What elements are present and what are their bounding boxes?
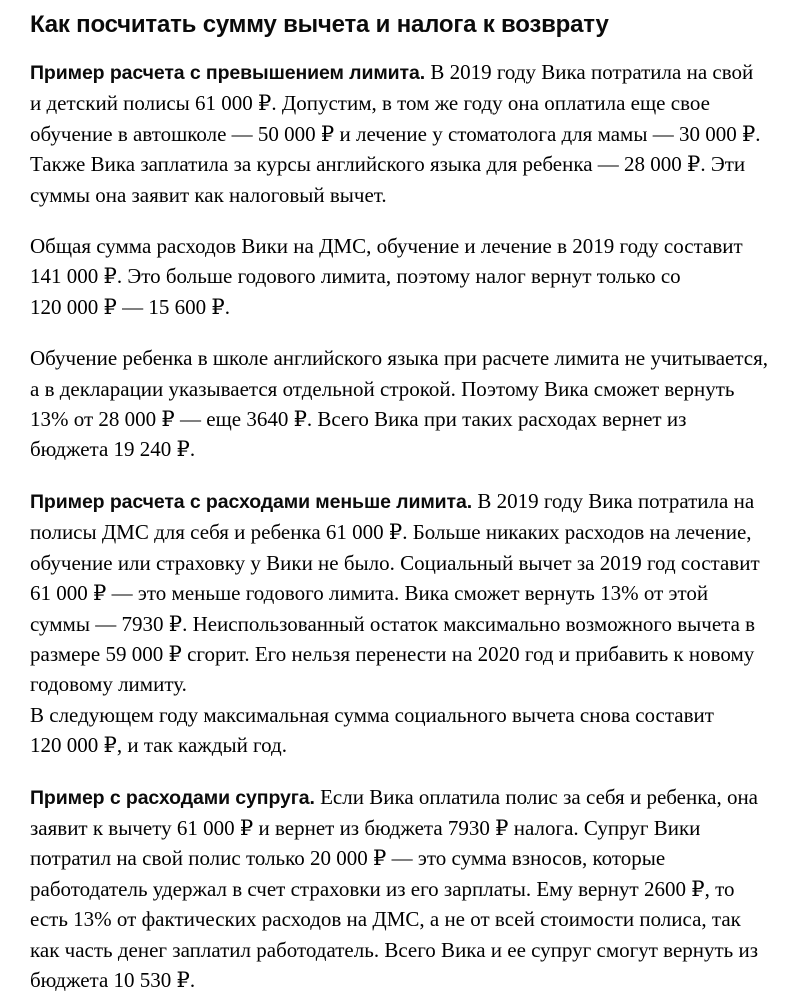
paragraph-example-over-limit: Пример расчета с превышением лимита. В 2… (30, 57, 769, 210)
paragraph-lead: Пример расчета с расходами меньше лимита… (30, 490, 473, 513)
paragraph-text-continued: В следующем году максимальная сумма соци… (30, 702, 714, 758)
paragraph-lead: Пример расчета с превышением лимита. (30, 62, 426, 84)
paragraph-text: В 2019 году Вика потратила на свой и дет… (30, 60, 761, 207)
paragraph-lead: Пример с расходами супруга. (30, 786, 315, 809)
paragraph-text: В 2019 году Вика потратила на полисы ДМС… (30, 488, 760, 697)
paragraph-example-spouse: Пример с расходами супруга. Если Вика оп… (30, 782, 769, 996)
paragraph-text: Если Вика оплатила полис за себя и ребен… (30, 784, 759, 992)
paragraph-child-education: Обучение ребенка в школе английского язы… (30, 343, 769, 465)
paragraph-total-expenses: Общая сумма расходов Вики на ДМС, обучен… (30, 231, 769, 322)
paragraph-text: Общая сумма расходов Вики на ДМС, обучен… (30, 234, 743, 319)
page-title: Как посчитать сумму вычета и налога к во… (30, 11, 609, 38)
paragraph-example-under-limit: Пример расчета с расходами меньше лимита… (30, 486, 769, 761)
paragraph-text: Обучение ребенка в школе английского язы… (30, 346, 769, 462)
